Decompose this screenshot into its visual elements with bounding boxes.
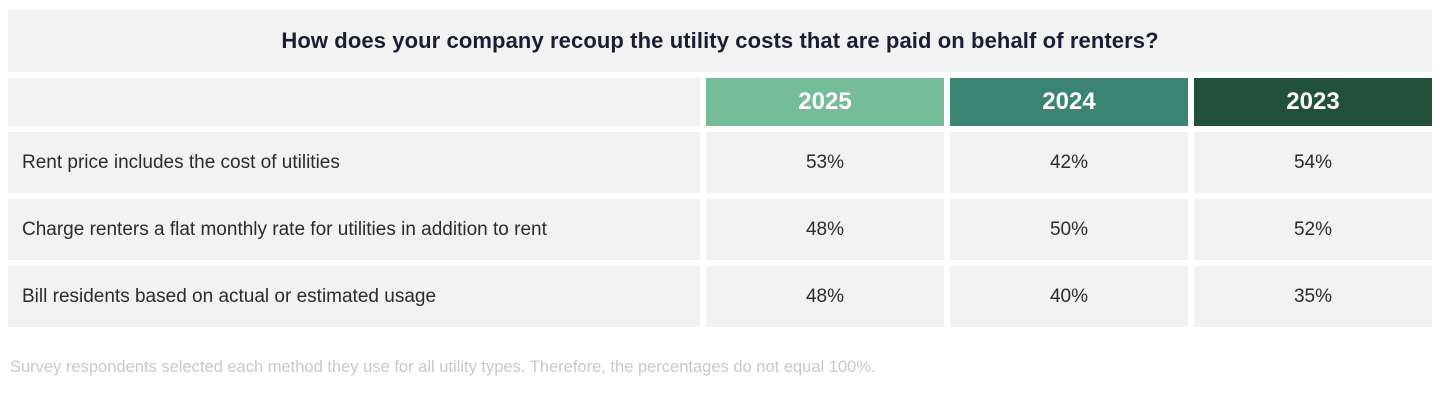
column-header-2025: 2025 bbox=[706, 78, 944, 126]
row-label: Charge renters a flat monthly rate for u… bbox=[8, 199, 700, 260]
chart-title: How does your company recoup the utility… bbox=[281, 28, 1159, 53]
survey-table: 2025 2024 2023 Rent price includes the c… bbox=[8, 78, 1432, 327]
header-spacer-cell bbox=[8, 78, 700, 126]
value-cell: 40% bbox=[950, 266, 1188, 327]
row-label: Rent price includes the cost of utilitie… bbox=[8, 132, 700, 193]
column-header-2024: 2024 bbox=[950, 78, 1188, 126]
value-cell: 54% bbox=[1194, 132, 1432, 193]
column-header-2023: 2023 bbox=[1194, 78, 1432, 126]
value-cell: 48% bbox=[706, 266, 944, 327]
value-cell: 48% bbox=[706, 199, 944, 260]
value-cell: 42% bbox=[950, 132, 1188, 193]
value-cell: 35% bbox=[1194, 266, 1432, 327]
footnote-text: Survey respondents selected each method … bbox=[10, 358, 876, 376]
row-label: Bill residents based on actual or estima… bbox=[8, 266, 700, 327]
value-cell: 53% bbox=[706, 132, 944, 193]
value-cell: 50% bbox=[950, 199, 1188, 260]
chart-title-bar: How does your company recoup the utility… bbox=[8, 10, 1432, 72]
value-cell: 52% bbox=[1194, 199, 1432, 260]
